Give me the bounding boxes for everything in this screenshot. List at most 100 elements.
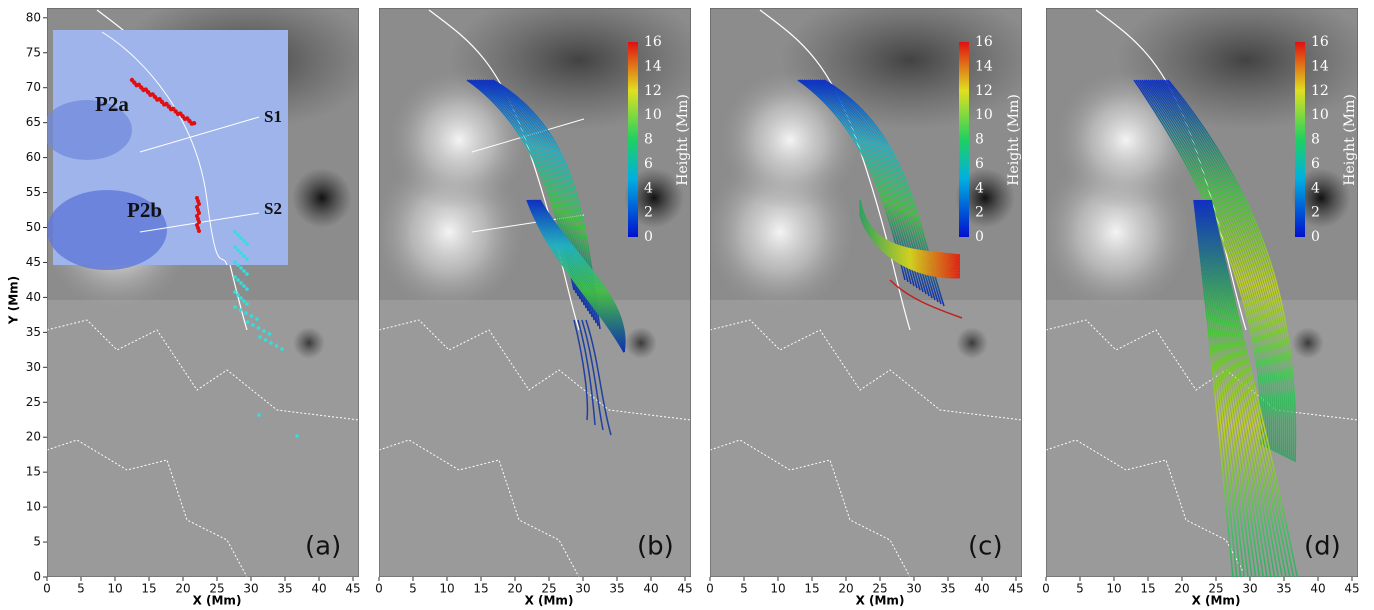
cyan-point [280, 347, 284, 351]
colorbar-label: Height (Mm) [675, 94, 691, 186]
x-tick-label: 15 [804, 582, 819, 596]
x-tick-label: 45 [345, 582, 360, 596]
x-tick-label: 15 [141, 582, 156, 596]
cyan-point [264, 338, 268, 342]
colorbar [1295, 42, 1305, 237]
cyan-point [245, 272, 249, 276]
cyan-point [245, 242, 249, 246]
colorbar-tick-label: 2 [975, 205, 984, 221]
x-tick-label: 35 [940, 582, 955, 596]
figure: P2aP2bS1S2(a)051015202530354045X (Mm)024… [0, 0, 1374, 610]
x-tick-label: 20 [1174, 582, 1189, 596]
cyan-point [239, 281, 243, 285]
cyan-point [233, 230, 237, 234]
colorbar-tick-label: 4 [1311, 180, 1320, 196]
red-point [192, 121, 196, 125]
colorbar-tick-label: 6 [644, 156, 653, 172]
cyan-point [251, 323, 255, 327]
y-tick-label: 70 [26, 80, 41, 94]
cyan-point [242, 269, 246, 273]
colorbar-tick-label: 4 [644, 180, 653, 196]
x-tick-label: 5 [77, 582, 85, 596]
cyan-point [257, 326, 261, 330]
colorbar-tick-label: 0 [1311, 229, 1320, 245]
x-tick-label: 30 [243, 582, 258, 596]
y-tick-label: 80 [26, 10, 41, 24]
x-tick-label: 5 [409, 582, 417, 596]
cyan-point [257, 413, 261, 417]
colorbar-tick-label: 16 [644, 34, 662, 50]
x-tick-label: 30 [575, 582, 590, 596]
cyan-point [258, 335, 262, 339]
cyan-point [236, 233, 240, 237]
cyan-point [233, 290, 237, 294]
colorbar-tick-label: 0 [975, 229, 984, 245]
cyan-point [236, 263, 240, 267]
colorbar [628, 42, 638, 237]
colorbar-label: Height (Mm) [1342, 94, 1358, 186]
y-tick-label: 0 [33, 570, 41, 584]
y-tick-label: 25 [26, 395, 41, 409]
cyan-point [246, 320, 250, 324]
x-tick-label: 0 [1042, 582, 1050, 596]
cyan-point [244, 311, 248, 315]
x-axis-label: X (Mm) [525, 594, 574, 608]
x-tick-label: 35 [1276, 582, 1291, 596]
cyan-point [275, 344, 279, 348]
cyan-point [236, 293, 240, 297]
x-tick-label: 10 [770, 582, 785, 596]
colorbar-tick-label: 16 [975, 34, 993, 50]
cyan-point [233, 305, 237, 309]
colorbar-tick-label: 2 [644, 205, 653, 221]
x-tick-label: 10 [1106, 582, 1121, 596]
cyan-point [242, 239, 246, 243]
cyan-point [236, 248, 240, 252]
x-tick-label: 30 [906, 582, 921, 596]
cyan-point [262, 329, 266, 333]
panel-label: (d) [1304, 532, 1341, 562]
x-tick-label: 35 [609, 582, 624, 596]
sunspot [292, 168, 352, 228]
pore [956, 327, 988, 359]
cyan-point [239, 266, 243, 270]
colorbar-tick-label: 8 [1311, 132, 1320, 148]
x-axis-label: X (Mm) [193, 594, 242, 608]
x-tick-label: 10 [107, 582, 122, 596]
y-tick-label: 20 [26, 430, 41, 444]
colorbar-tick-label: 10 [1311, 107, 1329, 123]
cyan-point [239, 308, 243, 312]
y-axis-label: Y (Mm) [7, 276, 21, 325]
cyan-point [255, 317, 259, 321]
x-tick-label: 10 [439, 582, 454, 596]
cyan-point [242, 254, 246, 258]
y-tick-label: 50 [26, 220, 41, 234]
y-tick-label: 40 [26, 290, 41, 304]
x-tick-label: 0 [706, 582, 714, 596]
x-tick-label: 0 [43, 582, 51, 596]
y-tick-label: 15 [26, 465, 41, 479]
x-tick-label: 45 [1008, 582, 1023, 596]
colorbar-tick-label: 12 [1311, 83, 1329, 99]
y-tick-label: 5 [33, 535, 41, 549]
y-tick-label: 35 [26, 325, 41, 339]
cyan-point [295, 434, 299, 438]
cyan-point [239, 251, 243, 255]
y-tick-label: 75 [26, 45, 41, 59]
inset-label: S2 [264, 199, 282, 218]
x-tick-label: 40 [643, 582, 658, 596]
colorbar-label: Height (Mm) [1006, 94, 1022, 186]
x-axis-label: X (Mm) [1192, 594, 1241, 608]
x-tick-label: 45 [1344, 582, 1359, 596]
colorbar-tick-label: 10 [644, 107, 662, 123]
x-tick-label: 5 [1076, 582, 1084, 596]
cyan-point [268, 332, 272, 336]
colorbar-tick-label: 6 [1311, 156, 1320, 172]
x-tick-label: 40 [311, 582, 326, 596]
colorbar-tick-label: 16 [1311, 34, 1329, 50]
cyan-point [239, 296, 243, 300]
cyan-point [245, 257, 249, 261]
colorbar-tick-label: 8 [975, 132, 984, 148]
y-tick-label: 30 [26, 360, 41, 374]
colorbar-tick-label: 2 [1311, 205, 1320, 221]
